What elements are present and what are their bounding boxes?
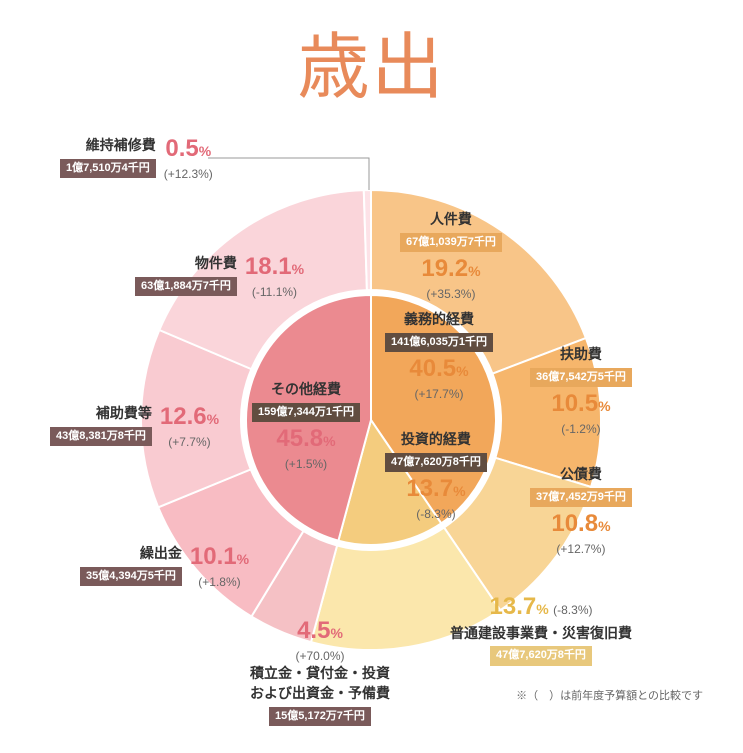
percent: 0.5% <box>164 132 213 166</box>
category-name: 物件費 <box>135 254 237 274</box>
amount-badge: 37億7,452万9千円 <box>530 488 632 507</box>
amount-badge: 141億6,035万1千円 <box>385 333 493 352</box>
amount-badge: 47億7,620万8千円 <box>490 646 592 665</box>
percent: 40.5% <box>385 352 493 386</box>
amount-badge: 36億7,542万5千円 <box>530 368 632 387</box>
amount-badge: 35億4,394万5千円 <box>80 567 182 586</box>
amount-badge: 159億7,344万1千円 <box>252 403 360 422</box>
inner-label: その他経費 159億7,344万1千円 45.8% (+1.5%) <box>252 380 360 472</box>
amount-badge: 43億8,381万8千円 <box>50 427 152 446</box>
change: (+1.5%) <box>252 456 360 473</box>
outer-label: 4.5% (+70.0%) 積立金・貸付金・投資および出資金・予備費 15億5,1… <box>250 614 390 726</box>
change: (-11.1%) <box>245 284 304 301</box>
change: (+12.7%) <box>530 541 632 558</box>
change: (+35.3%) <box>400 286 502 303</box>
chart-container: 歳出 義務的経費 141億6,035万1千円 40.5% (+17.7%)投資的… <box>0 0 743 753</box>
outer-label: 13.7% (-8.3%) 普通建設事業費・災害復旧費 47億7,620万8千円 <box>450 590 632 666</box>
amount-badge: 1億7,510万4千円 <box>60 159 156 178</box>
category-name: 積立金・貸付金・投資 <box>250 664 390 684</box>
category-name: 投資的経費 <box>385 430 487 450</box>
outer-label: 人件費 67億1,039万7千円 19.2% (+35.3%) <box>400 210 502 302</box>
change: (-1.2%) <box>530 421 632 438</box>
change: (+17.7%) <box>385 386 493 403</box>
outer-label: 繰出金 35億4,394万5千円 10.1% (+1.8%) <box>80 540 249 590</box>
change: (+12.3%) <box>164 166 213 183</box>
amount-badge: 47億7,620万8千円 <box>385 453 487 472</box>
change: (+7.7%) <box>160 434 219 451</box>
percent: 13.7% <box>385 472 487 506</box>
category-name: および出資金・予備費 <box>250 684 390 704</box>
outer-label: 扶助費 36億7,542万5千円 10.5% (-1.2%) <box>530 345 632 437</box>
category-name: その他経費 <box>252 380 360 400</box>
percent: 13.7% <box>490 593 549 620</box>
percent: 12.6% <box>160 400 219 434</box>
change: (+70.0%) <box>250 648 390 665</box>
footnote: ※（ ）は前年度予算額との比較です <box>516 687 703 703</box>
category-name: 維持補修費 <box>60 136 156 156</box>
percent: 18.1% <box>245 250 304 284</box>
percent: 45.8% <box>252 422 360 456</box>
outer-label: 維持補修費 1億7,510万4千円 0.5% (+12.3%) <box>60 132 213 182</box>
category-name: 公債費 <box>530 465 632 485</box>
category-name: 補助費等 <box>50 404 152 424</box>
leader-line <box>208 158 369 190</box>
category-name: 普通建設事業費・災害復旧費 <box>450 624 632 644</box>
change: (+1.8%) <box>190 574 249 591</box>
outer-label: 物件費 63億1,884万7千円 18.1% (-11.1%) <box>135 250 304 300</box>
category-name: 人件費 <box>400 210 502 230</box>
change: (-8.3%) <box>385 506 487 523</box>
outer-label: 公債費 37億7,452万9千円 10.8% (+12.7%) <box>530 465 632 557</box>
change: (-8.3%) <box>553 603 592 617</box>
inner-label: 投資的経費 47億7,620万8千円 13.7% (-8.3%) <box>385 430 487 522</box>
category-name: 扶助費 <box>530 345 632 365</box>
amount-badge: 63億1,884万7千円 <box>135 277 237 296</box>
percent: 19.2% <box>400 252 502 286</box>
amount-badge: 67億1,039万7千円 <box>400 233 502 252</box>
category-name: 義務的経費 <box>385 310 493 330</box>
percent: 10.5% <box>530 387 632 421</box>
amount-badge: 15億5,172万7千円 <box>269 707 371 726</box>
percent: 10.1% <box>190 540 249 574</box>
percent: 4.5% <box>250 614 390 648</box>
outer-label: 補助費等 43億8,381万8千円 12.6% (+7.7%) <box>50 400 219 450</box>
inner-label: 義務的経費 141億6,035万1千円 40.5% (+17.7%) <box>385 310 493 402</box>
category-name: 繰出金 <box>80 544 182 564</box>
percent: 10.8% <box>530 507 632 541</box>
